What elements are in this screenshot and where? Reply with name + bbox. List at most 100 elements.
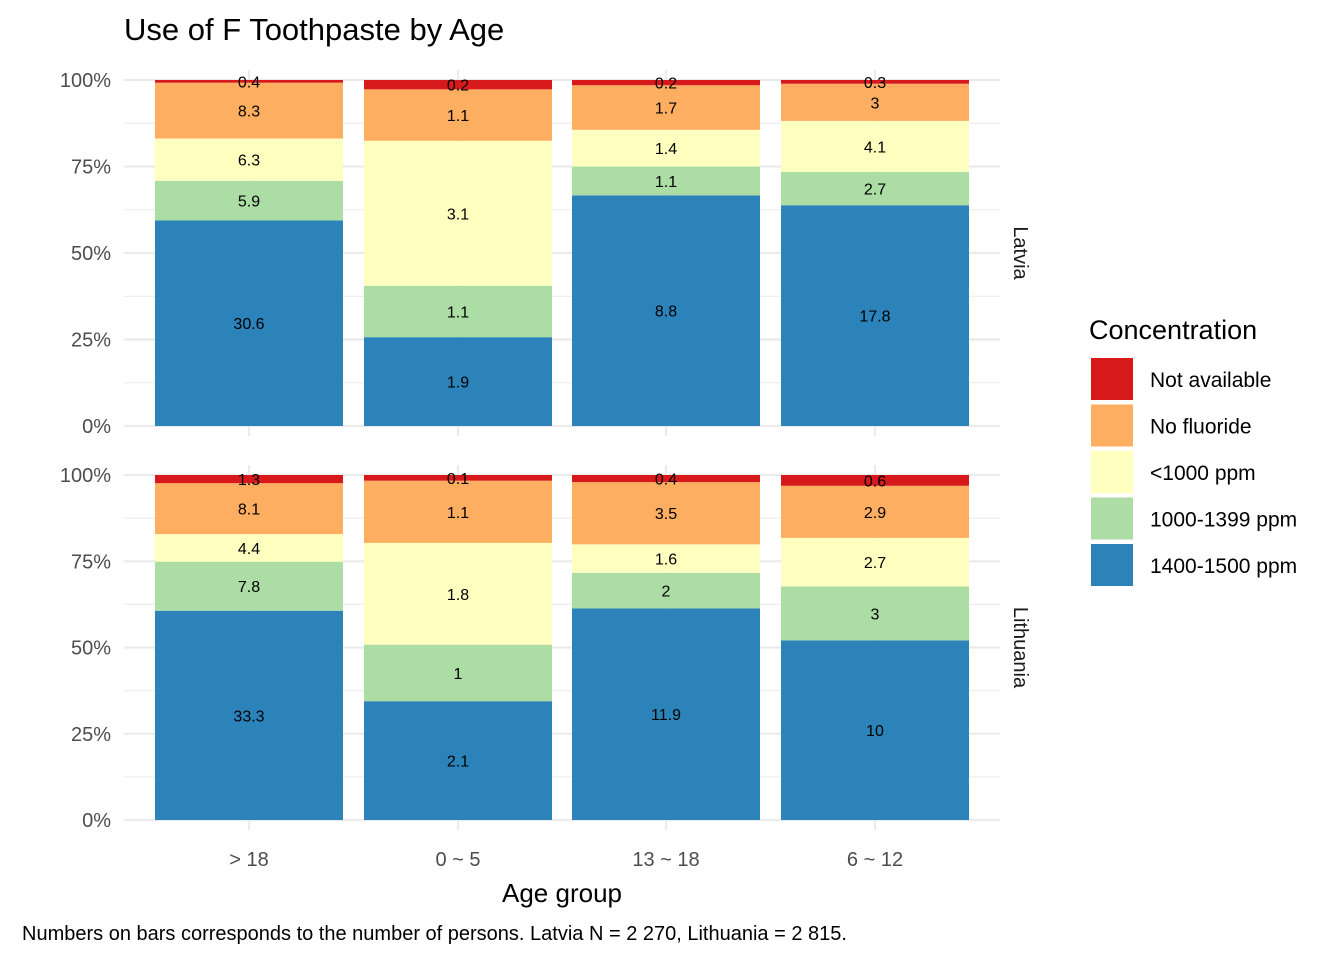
bar-segment [155, 220, 343, 426]
bar-segment [155, 534, 343, 562]
bar-value-label: 30.6 [233, 316, 264, 333]
bar-value-label: 2.7 [864, 182, 886, 199]
y-tick-label: 50% [71, 243, 111, 265]
bar-segment [781, 171, 969, 206]
y-tick-label: 75% [71, 157, 111, 179]
y-tick-label: 75% [71, 551, 111, 573]
x-tick-label: 0 ~ 5 [435, 849, 480, 871]
bar-segment [572, 482, 760, 545]
legend-swatch [1091, 451, 1133, 493]
bar-value-label: 1.7 [655, 101, 677, 118]
bar-segment [155, 610, 343, 820]
bar-value-label: 7.8 [238, 579, 260, 596]
bar-value-label: 2.7 [864, 555, 886, 572]
bar-value-label: 1.1 [447, 108, 469, 125]
bar-value-label: 8.3 [238, 104, 260, 121]
x-tick-label: > 18 [229, 849, 268, 871]
bar-segment [572, 475, 760, 483]
bar-value-label: 2.9 [864, 505, 886, 522]
caption: Numbers on bars corresponds to the numbe… [22, 923, 847, 945]
legend-label: Not available [1150, 369, 1271, 392]
bar-value-label: 33.3 [233, 708, 264, 725]
bar-value-label: 10 [866, 723, 884, 740]
x-axis: > 18 0 ~ 5 13 ~ 18 6 ~ 12 [229, 849, 903, 871]
bar-segment [781, 640, 969, 820]
bar-segment [572, 608, 760, 820]
y-tick-label: 50% [71, 638, 111, 660]
bar-value-label: 17.8 [859, 309, 890, 326]
facet-strip-label: Lithuania [1009, 607, 1031, 689]
chart-title: Use of F Toothpaste by Age [124, 12, 504, 47]
bar-segment [364, 701, 552, 820]
bar-segment [155, 561, 343, 611]
bar-value-label: 1.1 [655, 174, 677, 191]
y-tick-label: 0% [82, 810, 111, 832]
x-axis-title: Age group [502, 878, 622, 908]
legend-label: 1400-1500 ppm [1150, 555, 1297, 578]
bar-value-label: 0.2 [447, 78, 469, 95]
bar-value-label: 1.1 [447, 304, 469, 321]
facet-strip-label: Latvia [1009, 226, 1031, 280]
bar-value-label: 0.4 [655, 472, 677, 489]
legend-title: Concentration [1089, 315, 1257, 345]
bar-segment [155, 180, 343, 221]
bar-value-label: 5.9 [238, 194, 260, 211]
chart-panels: 0%25%50%75%100%30.65.96.38.30.41.91.13.1… [60, 70, 1031, 832]
bar-segment [572, 166, 760, 196]
bar-value-label: 1.1 [447, 505, 469, 522]
bar-segment [572, 544, 760, 573]
bar-segment [364, 337, 552, 426]
bar-segment [781, 120, 969, 172]
legend-label: <1000 ppm [1150, 462, 1256, 485]
bar-value-label: 0.4 [238, 74, 260, 91]
legend-label: 1000-1399 ppm [1150, 509, 1297, 532]
bar-segment [364, 140, 552, 286]
x-tick-label: 13 ~ 18 [632, 849, 699, 871]
bar-segment [364, 475, 552, 481]
bar-segment [155, 80, 343, 83]
bar-segment [155, 82, 343, 139]
bar-segment [364, 480, 552, 543]
bar-segment [572, 85, 760, 130]
bar-segment [781, 586, 969, 641]
bar-value-label: 0.6 [864, 473, 886, 490]
bar-value-label: 3.5 [655, 506, 677, 523]
bar-segment [364, 89, 552, 141]
bar-segment [155, 138, 343, 181]
bar-segment [781, 83, 969, 121]
legend: Concentration Not available No fluoride <1… [1089, 315, 1297, 586]
bar-value-label: 8.8 [655, 304, 677, 321]
bar-value-label: 4.4 [238, 541, 260, 558]
bar-segment [781, 205, 969, 426]
bar-segment [781, 475, 969, 486]
bar-segment [155, 483, 343, 535]
bar-value-label: 4.1 [864, 139, 886, 156]
bar-value-label: 0.3 [864, 75, 886, 92]
bar-value-label: 1 [454, 666, 463, 683]
panel-latvia: 0% 25% 50% 75% 100% 30.6 5.9 6.3 8.3 0.4 1.9 1.1 3.1… [60, 70, 1031, 438]
bar-value-label: 1.9 [447, 375, 469, 392]
legend-swatch [1091, 544, 1133, 586]
bar-value-label: 0.1 [447, 471, 469, 488]
bar-segment [364, 644, 552, 702]
bar-segment [781, 537, 969, 587]
bar-segment [364, 285, 552, 338]
bar-value-label: 0.2 [655, 76, 677, 93]
bar-value-label: 1.3 [238, 472, 260, 489]
bar-segment [781, 80, 969, 84]
y-tick-label: 100% [60, 70, 111, 92]
bar-value-label: 2.1 [447, 754, 469, 771]
legend-swatch [1091, 358, 1133, 400]
bar-value-label: 3 [871, 606, 880, 623]
bar-value-label: 3.1 [447, 206, 469, 223]
bar-value-label: 11.9 [651, 707, 681, 724]
bar-value-label: 1.6 [655, 552, 677, 569]
bar-value-label: 3 [871, 95, 880, 112]
legend-swatch [1091, 404, 1133, 447]
bar-segment [364, 542, 552, 645]
legend-swatch [1091, 497, 1133, 540]
bar-segment [364, 80, 552, 90]
bar-value-label: 8.1 [238, 502, 260, 519]
bar-segment [572, 572, 760, 609]
